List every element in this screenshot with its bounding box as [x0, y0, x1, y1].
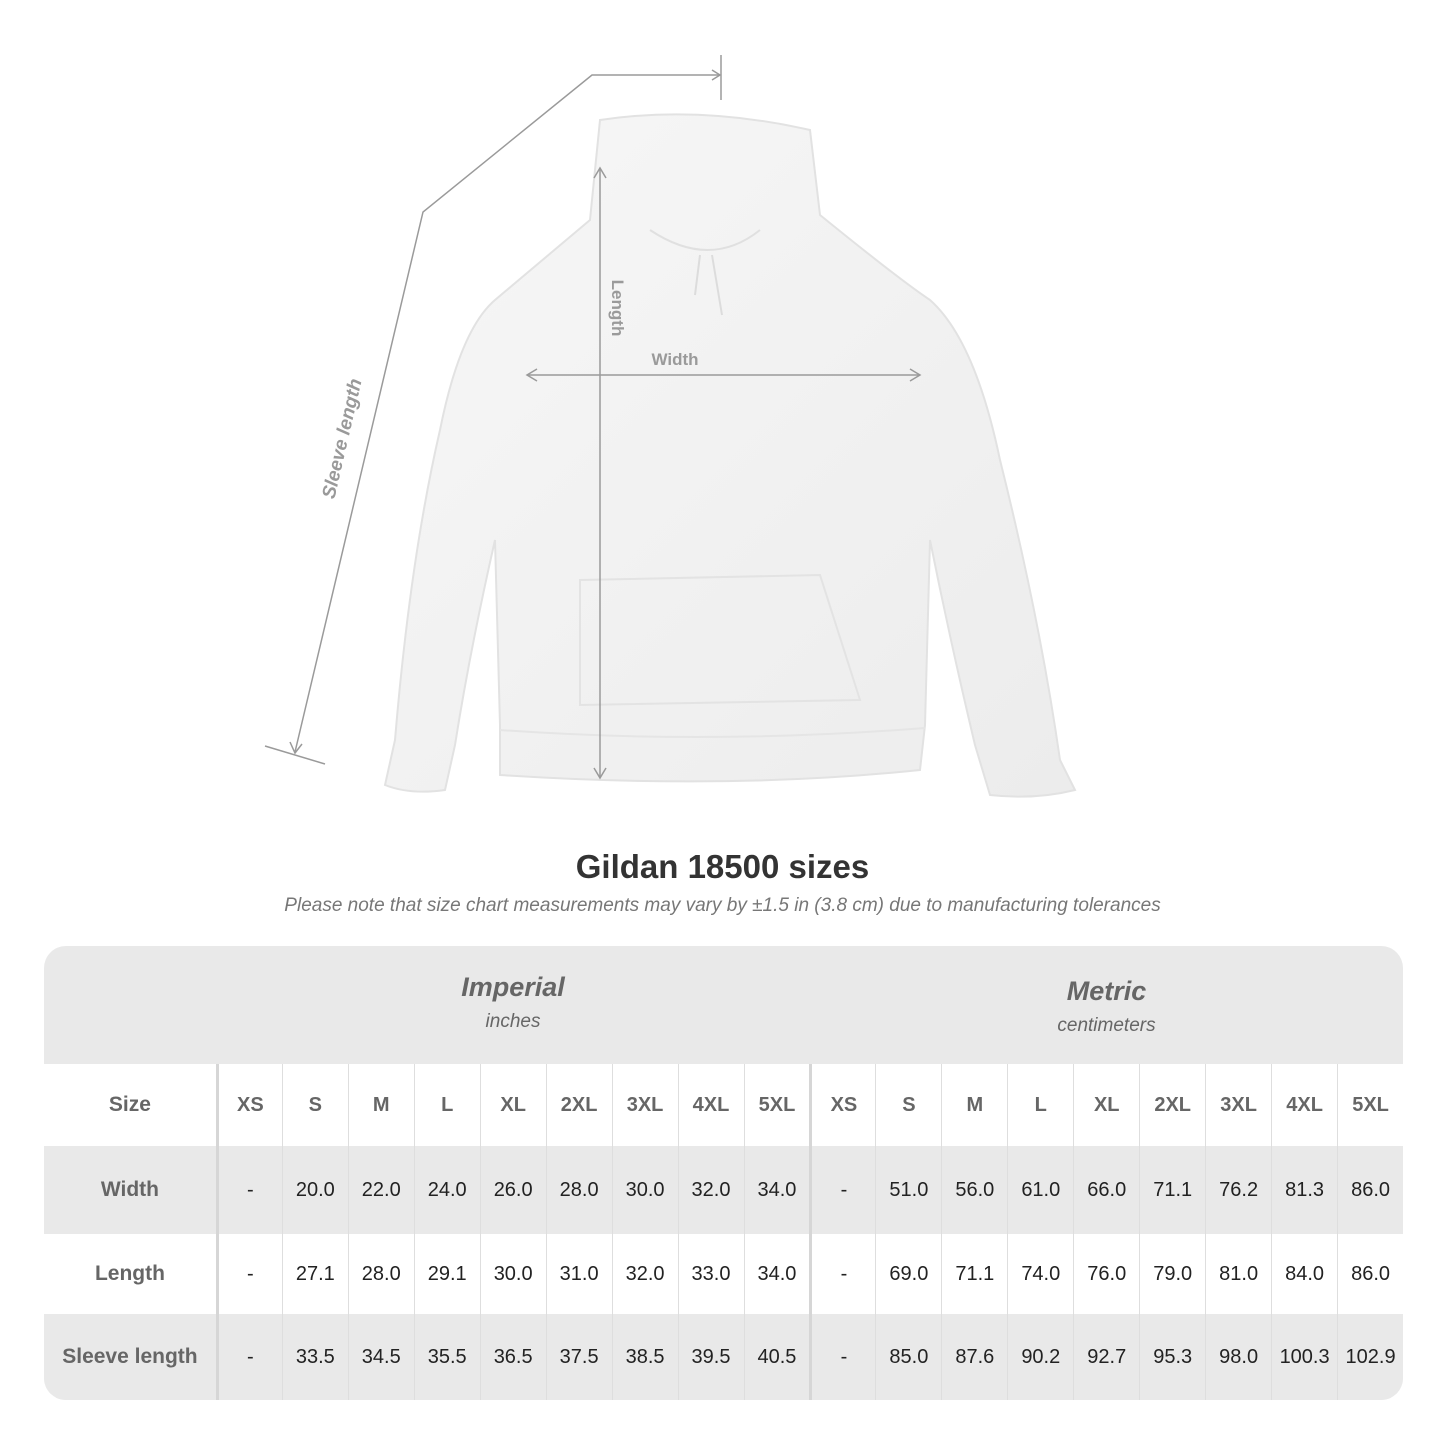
size-label: Size [108, 1093, 151, 1116]
metric-size-4xl: 4XL [1271, 1064, 1337, 1146]
metric-value-cell: 66.0 [1073, 1146, 1139, 1234]
imperial-value-cell: 20.0 [281, 1146, 348, 1234]
size-header-row: Size XS S M L XL 2XL 3XL 4XL 5XL XS S M L XL 2XL 3XL 4XL 5… [44, 1064, 1403, 1146]
metric-label: Metric [1066, 976, 1147, 1006]
metric-value-cell: 79.0 [1139, 1234, 1205, 1314]
metric-value-cell: - [809, 1234, 875, 1314]
hoodie-image [383, 113, 1077, 798]
tolerance-note: Please note that size chart measurements… [284, 895, 1161, 916]
imperial-value-cell: - [215, 1314, 282, 1400]
metric-value-cell: 87.6 [941, 1314, 1007, 1400]
metric-value-cell: 81.3 [1271, 1146, 1337, 1234]
imperial-value-cell: 40.5 [743, 1314, 810, 1400]
metric-value-cell: 98.0 [1205, 1314, 1271, 1400]
metric-size-xs: XS [809, 1064, 875, 1146]
metric-size-3xl: 3XL [1205, 1064, 1271, 1146]
metric-size-5xl: 5XL [1337, 1064, 1403, 1146]
imperial-value-cell: 37.5 [545, 1314, 612, 1400]
hoodie-diagram: Sleeve length Length Width [264, 55, 1077, 798]
metric-value-cell: 56.0 [941, 1146, 1007, 1234]
imperial-value-cell: 33.0 [677, 1234, 744, 1314]
metric-value-cell: 81.0 [1205, 1234, 1271, 1314]
imperial-size-4xl: 4XL [677, 1064, 744, 1146]
imperial-value-cell: 33.5 [281, 1314, 348, 1400]
imperial-value-cell: 39.5 [677, 1314, 744, 1400]
metric-value-cell: 69.0 [875, 1234, 941, 1314]
imperial-value-cell: 28.0 [347, 1234, 414, 1314]
imperial-value-cell: 32.0 [611, 1234, 678, 1314]
metric-value-cell: 86.0 [1337, 1234, 1403, 1314]
imperial-value-cell: 36.5 [479, 1314, 546, 1400]
imperial-value-cell: - [215, 1234, 282, 1314]
metric-value-cell: 76.2 [1205, 1146, 1271, 1234]
metric-value-cell: 74.0 [1007, 1234, 1073, 1314]
measurement-lines [264, 55, 922, 780]
metric-value-cell: 71.1 [941, 1234, 1007, 1314]
imperial-size-s: S [281, 1064, 348, 1146]
imperial-value-cell: 35.5 [413, 1314, 480, 1400]
row-label: Width [100, 1178, 159, 1201]
metric-header: Metric centimeters [810, 946, 1403, 1064]
imperial-value-cell: 28.0 [545, 1146, 612, 1234]
metric-size-m: M [941, 1064, 1007, 1146]
imperial-size-3xl: 3XL [611, 1064, 678, 1146]
size-table: Imperial inches Metric centimeters Size X… [44, 946, 1403, 1400]
imperial-value-cell: 34.0 [743, 1146, 810, 1234]
imperial-value-cell: 34.0 [743, 1234, 810, 1314]
imperial-value-cell: 24.0 [413, 1146, 480, 1234]
imperial-value-cell: 30.0 [611, 1146, 678, 1234]
metric-value-cell: 102.9 [1337, 1314, 1403, 1400]
imperial-value-cell: 32.0 [677, 1146, 744, 1234]
imperial-size-xs: XS [215, 1064, 282, 1146]
length-label: Length [608, 280, 627, 337]
metric-value-cell: 92.7 [1073, 1314, 1139, 1400]
metric-value-cell: - [809, 1314, 875, 1400]
imperial-size-xl: XL [479, 1064, 546, 1146]
imperial-value-cell: 31.0 [545, 1234, 612, 1314]
imperial-value-cell: - [215, 1146, 282, 1234]
metric-value-cell: 86.0 [1337, 1146, 1403, 1234]
metric-value-cell: 100.3 [1271, 1314, 1337, 1400]
metric-size-2xl: 2XL [1139, 1064, 1205, 1146]
imperial-size-5xl: 5XL [743, 1064, 810, 1146]
imperial-value-cell: 34.5 [347, 1314, 414, 1400]
imperial-value-cell: 22.0 [347, 1146, 414, 1234]
page-title: Gildan 18500 sizes [575, 848, 870, 885]
metric-value-cell: - [809, 1146, 875, 1234]
metric-value-cell: 71.1 [1139, 1146, 1205, 1234]
metric-size-s: S [875, 1064, 941, 1146]
imperial-size-m: M [347, 1064, 414, 1146]
metric-size-xl: XL [1073, 1064, 1139, 1146]
row-label: Length [94, 1262, 165, 1285]
imperial-value-cell: 29.1 [413, 1234, 480, 1314]
imperial-unit: inches [485, 1011, 541, 1032]
imperial-size-2xl: 2XL [545, 1064, 612, 1146]
metric-value-cell: 90.2 [1007, 1314, 1073, 1400]
imperial-size-l: L [413, 1064, 480, 1146]
imperial-value-cell: 26.0 [479, 1146, 546, 1234]
metric-unit: centimeters [1057, 1015, 1156, 1036]
imperial-value-cell: 27.1 [281, 1234, 348, 1314]
metric-value-cell: 84.0 [1271, 1234, 1337, 1314]
width-label: Width [651, 350, 698, 369]
metric-size-l: L [1007, 1064, 1073, 1146]
metric-value-cell: 51.0 [875, 1146, 941, 1234]
table-row: Width -20.0 22.0 24.0 26.0 28.0 30.0 32.0 34.0-5… [44, 1146, 1403, 1234]
imperial-value-cell: 30.0 [479, 1234, 546, 1314]
imperial-value-cell: 38.5 [611, 1314, 678, 1400]
imperial-label: Imperial [461, 972, 565, 1002]
metric-value-cell: 61.0 [1007, 1146, 1073, 1234]
imperial-header: Imperial inches [216, 946, 810, 1064]
table-row: Sleeve length -33.5 34.5 35.5 36.5 37.5 38.5 39… [44, 1314, 1403, 1400]
metric-value-cell: 85.0 [875, 1314, 941, 1400]
row-label: Sleeve length [62, 1345, 198, 1368]
table-row: Length -27.1 28.0 29.1 30.0 31.0 32.0 33.0 34.0-… [44, 1234, 1403, 1314]
metric-value-cell: 95.3 [1139, 1314, 1205, 1400]
metric-value-cell: 76.0 [1073, 1234, 1139, 1314]
